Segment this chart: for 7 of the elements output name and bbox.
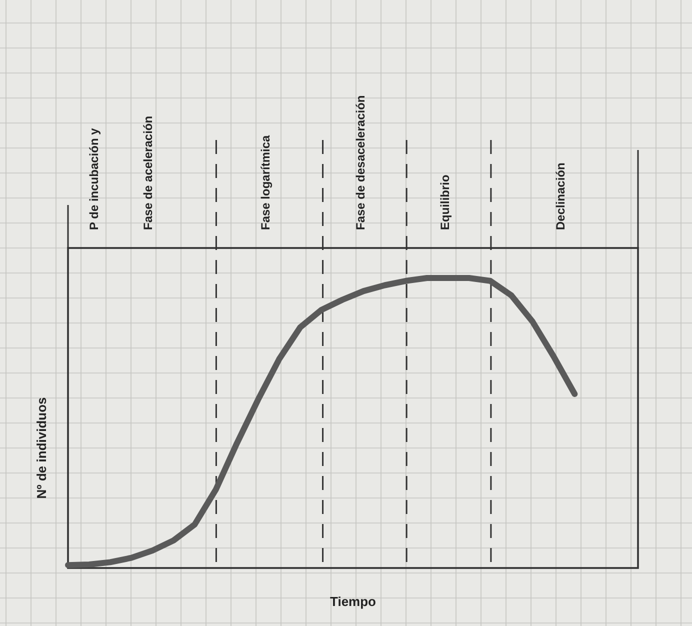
text: Fase logarítmica: [258, 134, 272, 230]
text: Equilibrio: [438, 174, 452, 230]
x-axis-title: Tiempo: [330, 594, 376, 609]
text: Fase de desaceleración: [354, 95, 368, 230]
text: Declinación: [553, 162, 568, 230]
y-axis-title: Nº de individuos: [34, 397, 49, 499]
text: P de incubación y Fase de aceleración: [87, 116, 155, 230]
